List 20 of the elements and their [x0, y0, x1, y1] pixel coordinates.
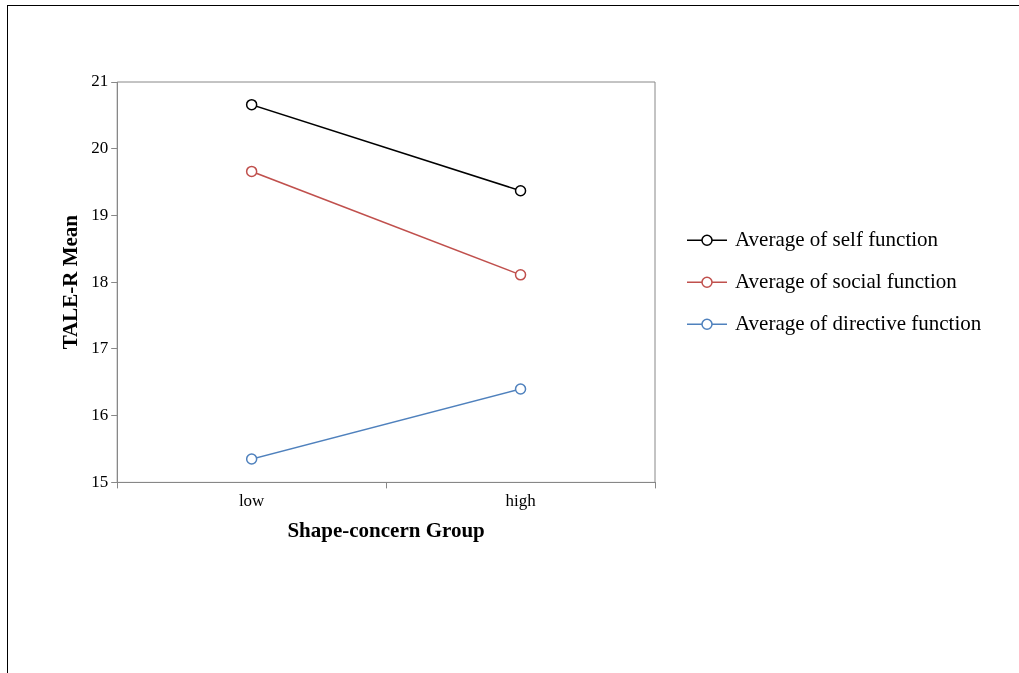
- x-tick-label: low: [238, 491, 266, 511]
- point: [245, 165, 258, 178]
- x-tick-label: high: [505, 491, 537, 511]
- y-axis-title: TALE-R Mean: [58, 214, 83, 350]
- y-tick-label: 15: [91, 471, 109, 491]
- point: [514, 269, 527, 281]
- y-tick-label: 18: [91, 271, 109, 291]
- point: [245, 98, 258, 111]
- point: [514, 185, 527, 197]
- legend-label: Average of social function: [735, 268, 958, 293]
- legend-label: Average of directive function: [735, 310, 982, 335]
- y-tick-label: 17: [91, 338, 109, 358]
- x-axis-title: Shape-concern Group: [287, 517, 485, 542]
- y-tick-label: 16: [91, 405, 109, 425]
- y-tick-label: 20: [91, 138, 109, 158]
- point: [514, 383, 527, 395]
- y-tick-label: 21: [91, 71, 109, 91]
- y-tick-label: 19: [91, 204, 109, 224]
- legend-label: Average of self function: [735, 226, 939, 251]
- point: [245, 453, 258, 465]
